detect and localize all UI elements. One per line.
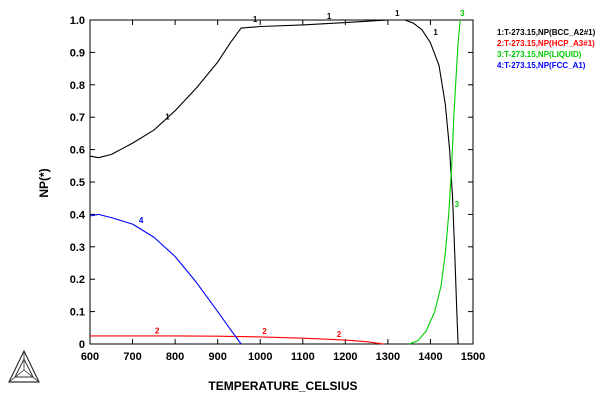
y-axis-ticks: 0 0.1 0.2 0.3 0.4 0.5 0.6 0.7 0.8 0.9 1.0 (70, 15, 473, 351)
curve-label-4: 4 (139, 216, 144, 225)
series-line-4 (89, 213, 242, 345)
y-axis-label: NP(*) (37, 168, 51, 197)
legend-entry-4: 4:T-273.15,NP(FCC_A1) (497, 61, 586, 70)
curve-label-1: 1 (165, 112, 170, 121)
axes (89, 19, 474, 345)
series-lines (89, 19, 461, 345)
y-tick-label: 0.8 (70, 80, 85, 92)
curve-labels: 1 1 1 1 1 2 2 2 3 3 4 (139, 9, 465, 339)
y-tick-label: 0.2 (70, 274, 85, 286)
curve-label-2: 2 (155, 326, 160, 335)
legend-entry-1: 1:T-273.15,NP(BCC_A2#1) (497, 28, 596, 37)
curve-label-1: 1 (327, 12, 332, 21)
x-tick-label: 1200 (333, 351, 357, 363)
curve-label-1: 1 (395, 9, 400, 18)
y-tick-label: 0.3 (70, 242, 85, 254)
curve-label-2: 2 (262, 327, 267, 336)
y-tick-label: 0.4 (70, 209, 86, 221)
y-tick-label: 0.5 (70, 177, 85, 189)
thermo-calc-logo (8, 349, 40, 383)
legend-entry-2: 2:T-273.15,NP(HCP_A3#1) (497, 39, 595, 48)
curve-label-3: 3 (460, 9, 465, 18)
x-axis-label: TEMPERATURE_CELSIUS (208, 379, 357, 393)
x-tick-label: 700 (123, 351, 141, 363)
x-tick-label: 1100 (291, 351, 315, 363)
y-tick-label: 0.1 (70, 307, 85, 319)
x-tick-label: 600 (81, 351, 99, 363)
curve-label-2: 2 (337, 330, 342, 339)
x-tick-label: 1300 (376, 351, 400, 363)
y-tick-label: 0 (79, 339, 85, 351)
series-line-1 (89, 19, 459, 345)
curve-label-1: 1 (433, 28, 438, 37)
x-tick-label: 1500 (461, 351, 485, 363)
x-tick-label: 1400 (418, 351, 442, 363)
y-tick-label: 0.7 (70, 112, 85, 124)
x-axis-ticks: 600 700 800 900 1000 1100 1200 1300 1400 1500 (81, 20, 485, 363)
legend: 1:T-273.15,NP(BCC_A2#1) 2:T-273.15,NP(HCP… (497, 28, 596, 70)
x-tick-label: 1000 (248, 351, 272, 363)
curve-label-1: 1 (253, 15, 258, 24)
y-tick-label: 0.6 (70, 145, 85, 157)
series-line-3 (409, 19, 461, 345)
x-tick-label: 800 (166, 351, 184, 363)
curve-label-3: 3 (455, 200, 460, 209)
legend-entry-3: 3:T-273.15,NP(LIQUID) (497, 50, 582, 59)
plot-frame (89, 19, 474, 345)
y-tick-label: 0.9 (70, 47, 85, 59)
x-tick-label: 900 (208, 351, 226, 363)
series-line-2 (90, 335, 384, 345)
y-tick-label: 1.0 (70, 15, 85, 27)
